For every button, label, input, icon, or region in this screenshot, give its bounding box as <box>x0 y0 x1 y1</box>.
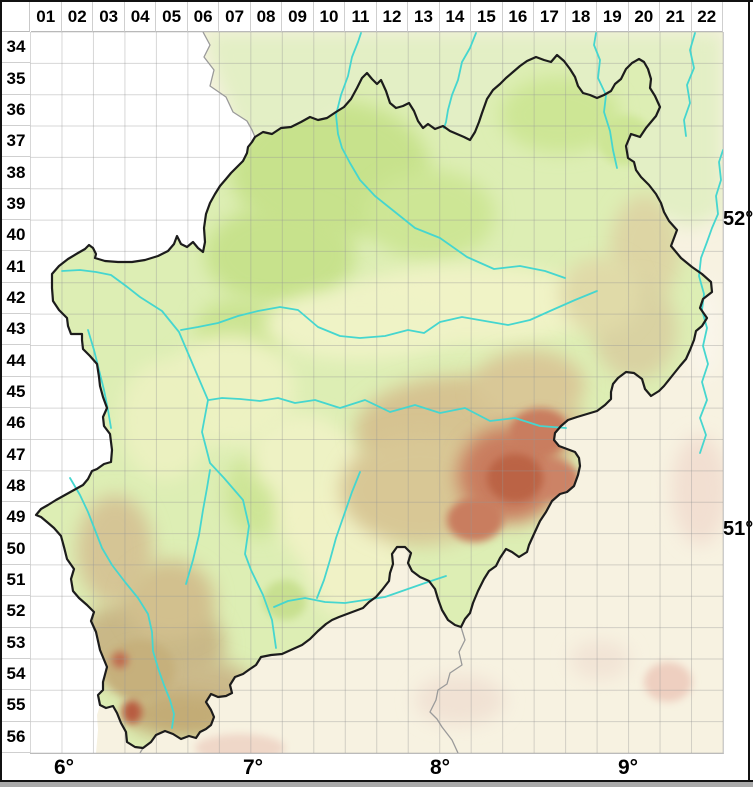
row-label-54: 54 <box>2 658 30 691</box>
river-lippe <box>180 290 598 339</box>
column-header-15: 15 <box>471 2 503 32</box>
row-label-35: 35 <box>2 63 30 95</box>
river-niers <box>87 329 112 429</box>
row-label-42: 42 <box>2 282 30 315</box>
border-rheinland-pfalz <box>429 626 466 753</box>
column-header-19: 19 <box>597 2 629 32</box>
column-header-17: 17 <box>534 2 566 32</box>
window-frame-left <box>0 0 2 787</box>
longitude-label-7: 7° <box>242 756 264 779</box>
relief-inside <box>75 77 680 737</box>
row-label-49: 49 <box>2 502 30 534</box>
column-header-01: 01 <box>30 2 62 32</box>
window-bottom-bar <box>0 782 753 787</box>
rivers <box>61 32 723 729</box>
coordinate-grid <box>30 32 723 753</box>
row-label-39: 39 <box>2 188 30 221</box>
row-label-51: 51 <box>2 564 30 597</box>
border-netherlands <box>202 32 256 138</box>
column-header-05: 05 <box>156 2 188 32</box>
row-label-56: 56 <box>2 721 30 753</box>
row-label-52: 52 <box>2 596 30 628</box>
river-hase <box>443 32 477 129</box>
column-header-18: 18 <box>565 2 598 32</box>
river-sieg <box>273 575 447 608</box>
column-header-14: 14 <box>439 2 472 32</box>
column-header-20: 20 <box>628 2 661 32</box>
latitude-label-52: 52° <box>723 208 753 230</box>
window-frame-bottom-line <box>0 780 753 782</box>
window-frame-top <box>0 0 753 2</box>
column-header-06: 06 <box>187 2 220 32</box>
column-header-21: 21 <box>660 2 692 32</box>
map-canvas[interactable] <box>30 32 724 754</box>
river-ruhr <box>208 397 567 429</box>
row-label-53: 53 <box>2 627 30 659</box>
window-frame-right <box>748 0 750 787</box>
column-header-04: 04 <box>124 2 157 32</box>
column-header-11: 11 <box>345 2 377 32</box>
river-rur <box>69 477 175 729</box>
column-header-16: 16 <box>502 2 535 32</box>
row-label-47: 47 <box>2 439 30 471</box>
region-boundary <box>34 53 714 750</box>
row-label-40: 40 <box>2 220 30 252</box>
column-header-08: 08 <box>250 2 283 32</box>
column-header-09: 09 <box>282 2 314 32</box>
grid-corner-cell <box>2 2 30 32</box>
relief-outside <box>195 32 723 753</box>
river-north-east <box>683 32 696 137</box>
row-label-44: 44 <box>2 345 30 377</box>
river-agger <box>316 471 361 599</box>
column-header-07: 07 <box>219 2 251 32</box>
row-label-34: 34 <box>2 32 30 64</box>
row-label-37: 37 <box>2 126 30 158</box>
row-label-46: 46 <box>2 408 30 440</box>
row-label-48: 48 <box>2 470 30 503</box>
latitude-label-51: 51° <box>723 518 753 540</box>
row-label-50: 50 <box>2 533 30 565</box>
column-header-03: 03 <box>93 2 125 32</box>
column-header-13: 13 <box>408 2 440 32</box>
row-label-36: 36 <box>2 94 30 127</box>
column-header-12: 12 <box>376 2 409 32</box>
river-weser-east <box>698 149 723 454</box>
longitude-label-8: 8° <box>429 756 451 779</box>
longitude-label-6: 6° <box>53 756 75 779</box>
longitude-label-9: 9° <box>617 756 639 779</box>
column-header-22: 22 <box>691 2 723 32</box>
row-label-38: 38 <box>2 157 30 189</box>
river-rhine <box>61 269 277 649</box>
row-label-43: 43 <box>2 314 30 346</box>
column-header-02: 02 <box>61 2 94 32</box>
row-label-55: 55 <box>2 690 30 722</box>
column-header-10: 10 <box>313 2 346 32</box>
river-erft <box>185 469 211 585</box>
river-ems <box>335 32 566 279</box>
row-label-45: 45 <box>2 376 30 409</box>
row-label-41: 41 <box>2 251 30 283</box>
